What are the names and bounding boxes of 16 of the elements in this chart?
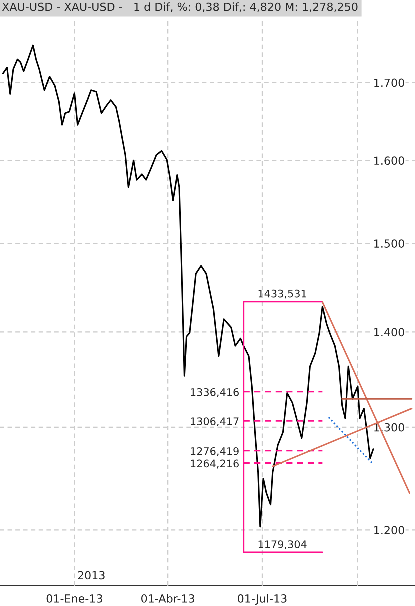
annotation: 1264,216 <box>191 460 239 469</box>
annotation: 1179,304 <box>258 540 307 550</box>
annotation: 2013 <box>78 571 105 580</box>
y-tick-label: 1.600 <box>374 156 404 166</box>
y-tick-label: 1.700 <box>374 78 404 88</box>
chart-title: XAU-USD - XAU-USD - 1 d Dif, %: 0,38 Dif,: 4,820 M: 1,278,250 <box>2 2 358 12</box>
annotation: 1306,417 <box>191 418 239 427</box>
annotation: 1336,416 <box>191 388 239 398</box>
x-tick-label: 01-Abr-13 <box>142 594 194 603</box>
y-tick-label: 1.400 <box>374 328 404 337</box>
x-tick-label: 01-Jul-13 <box>238 594 287 605</box>
annotation: 1276,419 <box>191 447 239 456</box>
annotation: 1433,531 <box>258 290 306 299</box>
y-tick-label: 1.200 <box>374 526 404 535</box>
y-tick-label: 1.500 <box>374 240 404 248</box>
x-tick-label: 01-Ene-13 <box>46 594 102 603</box>
